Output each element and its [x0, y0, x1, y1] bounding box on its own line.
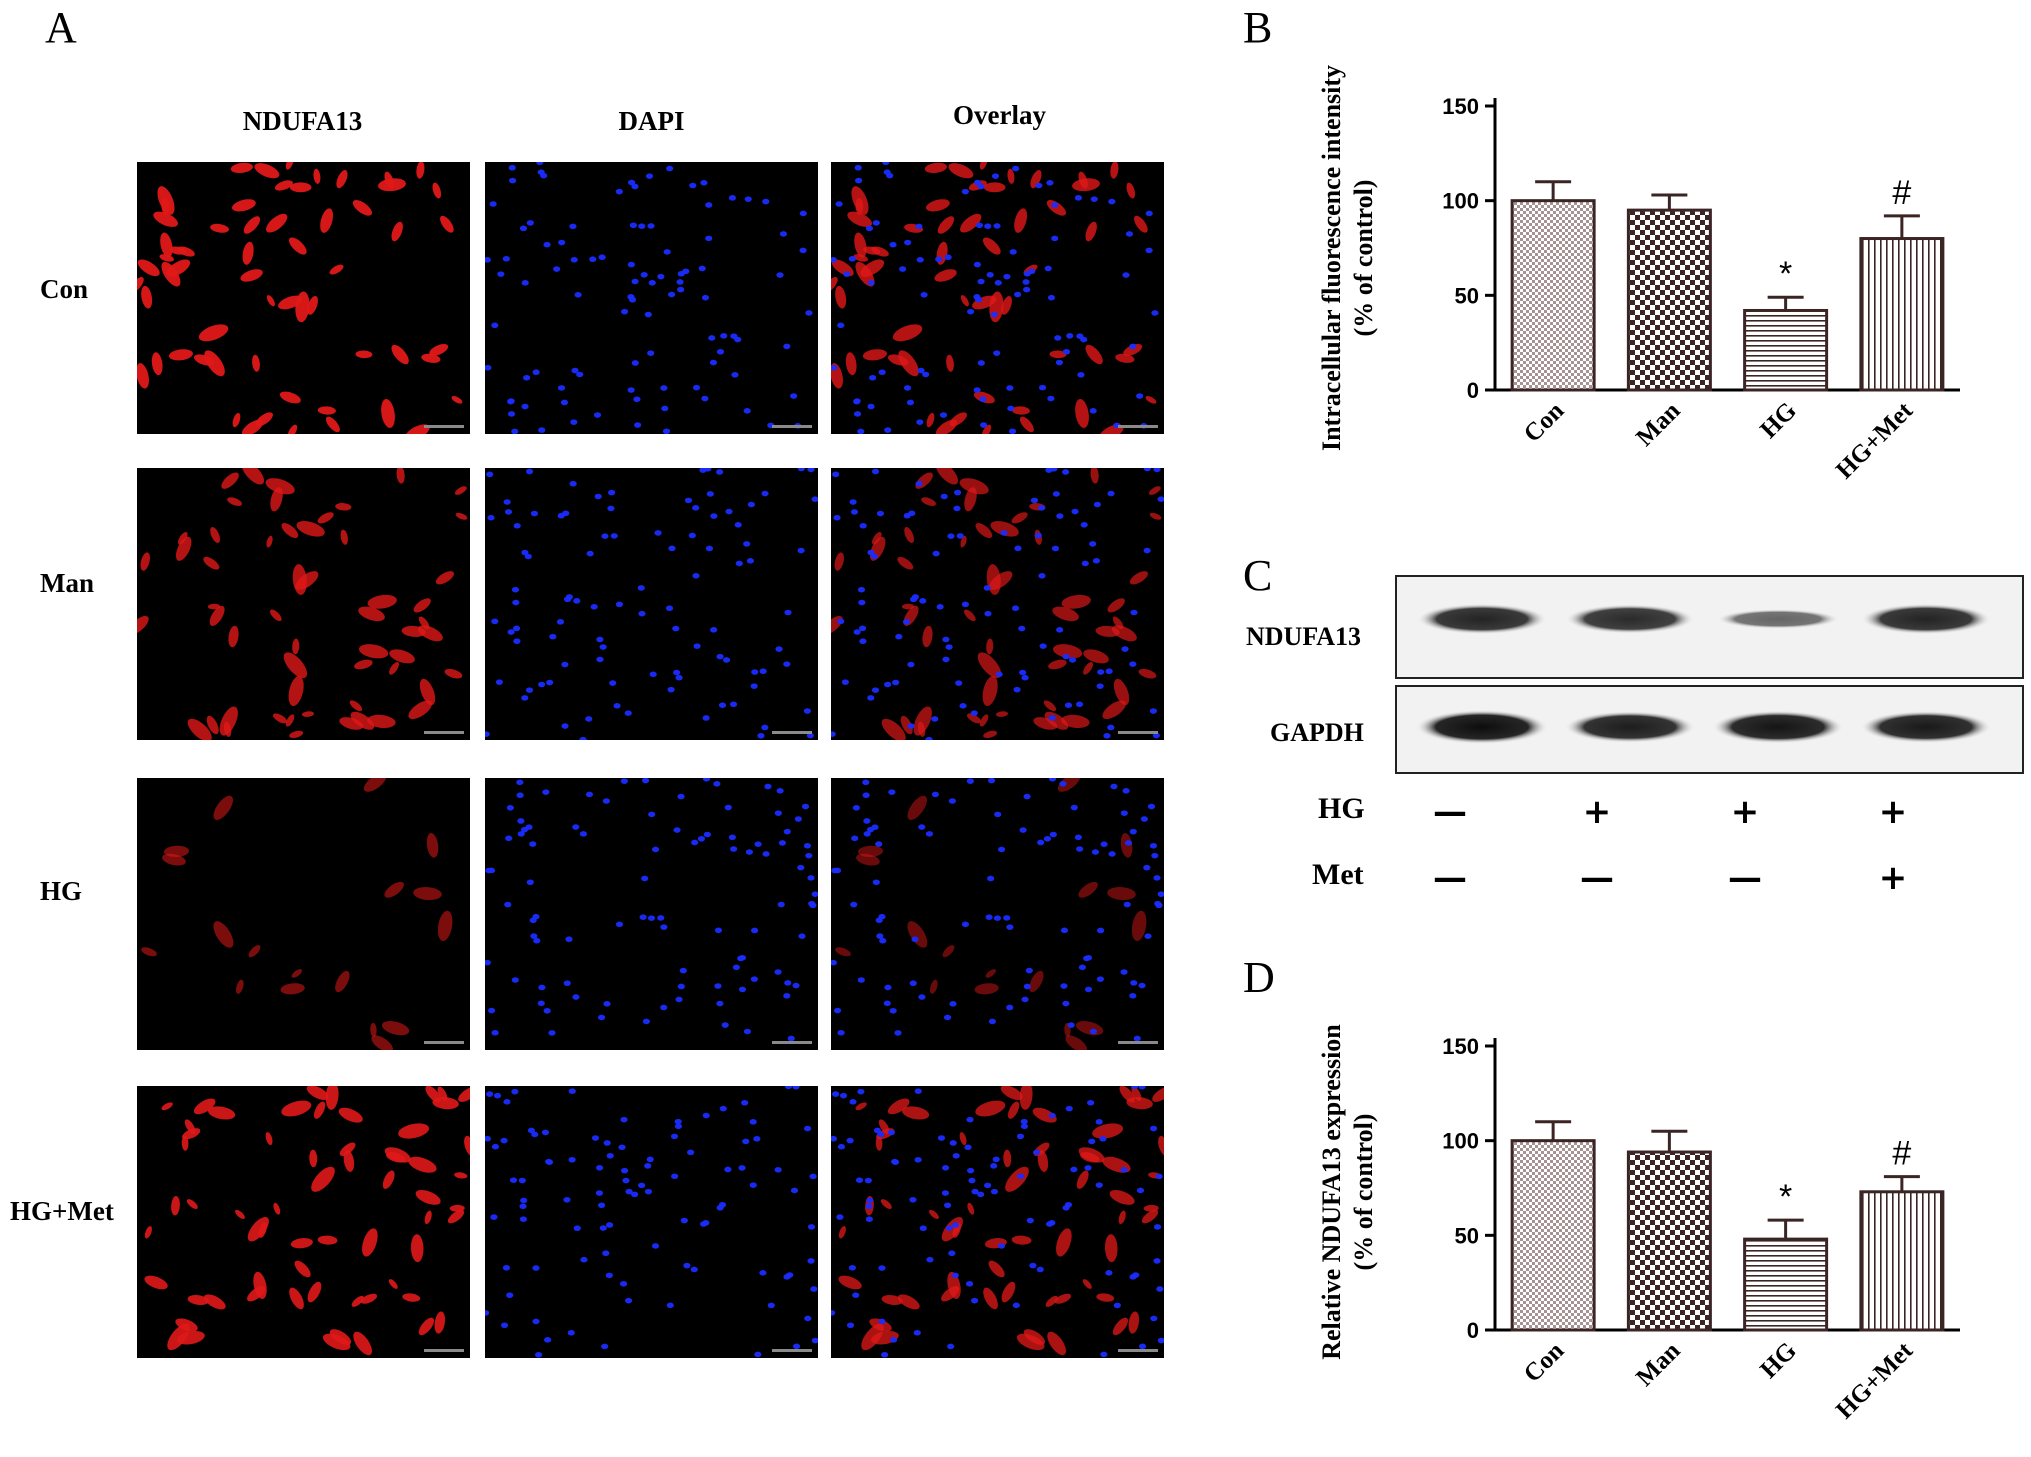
bar-hg — [1743, 308, 1829, 392]
chart-b-ylabel-unit: (% of control) — [1349, 179, 1378, 337]
panel-letter-d: D — [1243, 953, 1275, 1002]
micrograph-hg-overlay — [831, 778, 1164, 1050]
blot-label-gapdh: GAPDH — [1270, 718, 1364, 747]
blot-band — [1417, 603, 1547, 635]
micrograph-con-ndufa13 — [137, 162, 470, 434]
scale-bar — [1118, 425, 1158, 428]
blot-strip-gapdh — [1395, 685, 2024, 774]
row-label-man: Man — [40, 568, 94, 598]
y-tick-label: 150 — [1442, 1034, 1479, 1059]
blot-band — [1716, 609, 1840, 629]
x-category-label: HG — [1755, 1337, 1802, 1384]
panel-letter-b: B — [1243, 3, 1273, 52]
micrograph-man-dapi — [485, 468, 818, 740]
bar-hg-met — [1859, 237, 1945, 392]
treatment-label-met: Met — [1312, 858, 1364, 891]
blot-band — [1861, 603, 1991, 635]
blot-band — [1416, 710, 1548, 744]
significance-mark: * — [1779, 1178, 1792, 1216]
chart-d-ylabel: Relative NDUFA13 expression — [1317, 1024, 1346, 1360]
bar-hg-met — [1859, 1190, 1945, 1332]
y-tick-label: 50 — [1455, 283, 1479, 308]
treatment-sign: + — [1582, 792, 1612, 832]
treatment-sign: — — [1580, 858, 1614, 898]
blot-band — [1860, 710, 1992, 744]
treatment-sign: + — [1878, 792, 1908, 832]
row-label-hg: HG — [40, 876, 83, 906]
blot-band — [1565, 604, 1695, 634]
scale-bar — [424, 1349, 464, 1352]
blot-strip-ndufa13 — [1395, 575, 2024, 679]
treatment-sign: — — [1728, 858, 1762, 898]
treatment-sign: + — [1878, 858, 1908, 898]
y-tick-label: 100 — [1442, 1129, 1479, 1154]
row-label-con: Con — [40, 274, 89, 304]
treatment-label-hg: HG — [1318, 792, 1365, 825]
x-category-label: Con — [1519, 1337, 1570, 1388]
significance-mark: # — [1892, 1135, 1911, 1173]
significance-mark: * — [1779, 255, 1792, 293]
y-tick-label: 150 — [1442, 94, 1479, 119]
chart-d-ylabel-unit: (% of control) — [1349, 1113, 1378, 1271]
scale-bar — [1118, 1041, 1158, 1044]
chart-fluorescence-intensity: 0 50 100 150 Con Man * HG # HG+Met — [1442, 94, 1960, 485]
micrograph-hg-met-overlay — [831, 1086, 1164, 1358]
bar-man — [1626, 208, 1712, 392]
scale-bar — [772, 425, 812, 428]
chart-b-ylabel: Intracellular fluorescence intensity — [1317, 64, 1346, 452]
micrograph-con-dapi — [485, 162, 818, 434]
scale-bar — [424, 1041, 464, 1044]
scale-bar — [424, 731, 464, 734]
x-category-label: HG+Met — [1831, 397, 1919, 485]
row-label-hg-met: HG+Met — [10, 1196, 114, 1226]
x-category-label: Man — [1631, 1337, 1686, 1392]
scale-bar — [1118, 1349, 1158, 1352]
scale-bar — [424, 425, 464, 428]
y-tick-label: 0 — [1467, 1318, 1479, 1343]
bar-man — [1626, 1150, 1712, 1332]
treatment-sign: — — [1433, 858, 1467, 898]
treatment-sign: — — [1433, 792, 1467, 832]
chart-relative-expression: 0 50 100 150 Con Man * HG # HG+Met — [1442, 1034, 1960, 1425]
panel-letter-c: C — [1243, 551, 1273, 600]
bar-con — [1510, 199, 1596, 392]
column-header-ndufa13: NDUFA13 — [242, 106, 363, 136]
column-header-overlay: Overlay — [953, 100, 1046, 130]
blot-band — [1712, 710, 1844, 744]
micrograph-man-overlay — [831, 468, 1164, 740]
x-category-label: Con — [1519, 397, 1570, 448]
micrograph-man-ndufa13 — [137, 468, 470, 740]
micrograph-hg-ndufa13 — [137, 778, 470, 1050]
column-header-dapi: DAPI — [618, 106, 685, 136]
y-tick-label: 0 — [1467, 378, 1479, 403]
y-tick-label: 100 — [1442, 189, 1479, 214]
bar-hg — [1743, 1237, 1829, 1332]
micrograph-hg-met-dapi — [485, 1086, 818, 1358]
micrograph-hg-met-ndufa13 — [137, 1086, 470, 1358]
scale-bar — [772, 1349, 812, 1352]
y-tick-label: 50 — [1455, 1223, 1479, 1248]
x-category-label: HG — [1755, 397, 1802, 444]
panel-letter-a: A — [45, 3, 77, 52]
bar-con — [1510, 1139, 1596, 1332]
micrograph-con-overlay — [831, 162, 1164, 434]
x-category-label: Man — [1631, 397, 1686, 452]
scale-bar — [772, 1041, 812, 1044]
scale-bar — [772, 731, 812, 734]
treatment-sign: + — [1730, 792, 1760, 832]
blot-label-ndufa13: NDUFA13 — [1246, 622, 1362, 651]
micrograph-hg-dapi — [485, 778, 818, 1050]
x-category-label: HG+Met — [1831, 1337, 1919, 1425]
scale-bar — [1118, 731, 1158, 734]
blot-band — [1564, 711, 1696, 743]
significance-mark: # — [1892, 174, 1911, 212]
